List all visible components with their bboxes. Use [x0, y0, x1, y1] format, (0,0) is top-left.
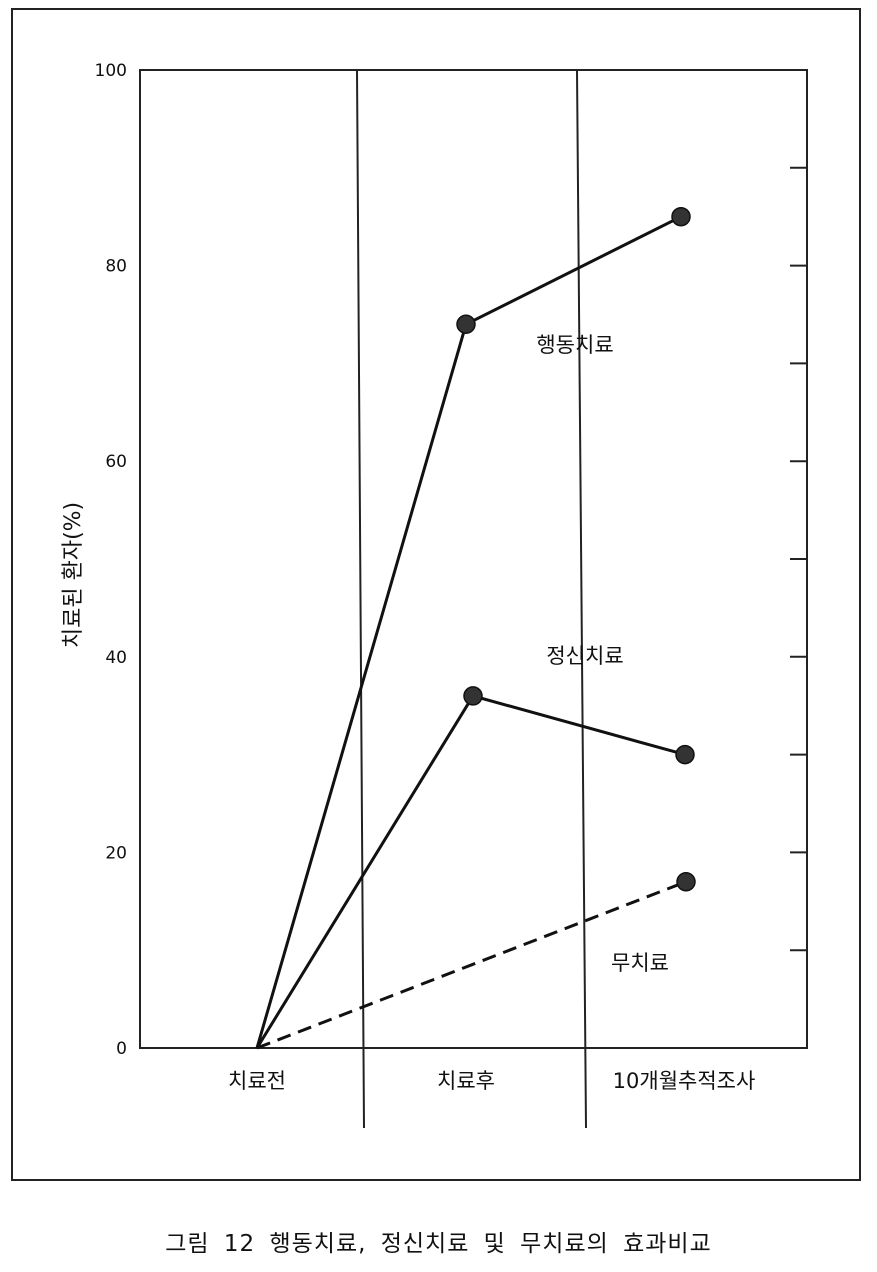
data-point-marker	[463, 686, 483, 706]
x-category-label: 치료전	[228, 1069, 286, 1093]
y-tick-label: 20	[105, 843, 127, 863]
x-category-label: 치료후	[437, 1069, 495, 1093]
divider-line-2	[576, 69, 587, 1129]
divider-line-1	[356, 69, 365, 1129]
series-line	[255, 215, 682, 1049]
series-line	[255, 694, 686, 1049]
y-axis-label: 치료된 환자(%)	[61, 502, 86, 648]
y-tick-label: 100	[95, 61, 127, 81]
data-point-marker	[676, 871, 696, 892]
figure-frame	[11, 8, 861, 1181]
y-tick-label: 0	[116, 1039, 127, 1059]
x-category-label: 10개월추적조사	[613, 1069, 756, 1093]
plot-area	[139, 69, 808, 1049]
figure-caption: 그림 12 행동치료, 정신치료 및 무치료의 효과비교	[165, 1231, 712, 1257]
data-point-marker	[675, 744, 695, 765]
y-tick-label: 40	[105, 648, 127, 668]
series-label: 무치료	[611, 951, 669, 975]
series-label: 정신치료	[546, 644, 623, 668]
y-tick-label: 60	[105, 452, 127, 472]
y-tick-label: 80	[105, 257, 127, 277]
series-label: 행동치료	[536, 333, 613, 357]
chart-svg: 0 20 40 60 80 100 치료된 환자(%) 치료전 치료후 10개월추적조사 행동치료…	[61, 61, 808, 1129]
data-point-marker	[671, 206, 691, 227]
series-line	[256, 880, 687, 1050]
data-point-marker	[456, 314, 476, 335]
